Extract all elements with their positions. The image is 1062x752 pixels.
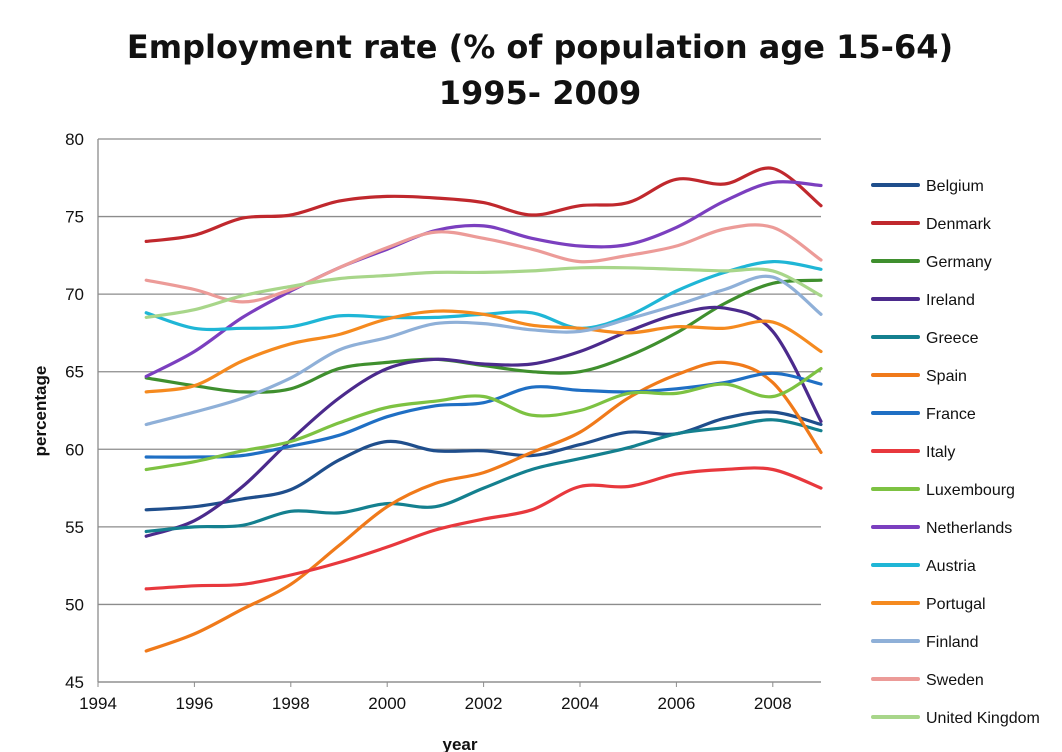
legend-label-portugal: Portugal (926, 596, 986, 613)
chart-title-line-1: Employment rate (% of population age 15-… (127, 28, 953, 66)
series-line-finland (144, 274, 823, 427)
x-tick-label: 2002 (465, 694, 503, 713)
y-tick-label: 55 (65, 518, 84, 537)
y-tick-label: 70 (65, 285, 84, 304)
legend-label-finland: Finland (926, 634, 978, 651)
legend-label-netherlands: Netherlands (926, 520, 1012, 537)
x-tick-label: 1994 (79, 694, 117, 713)
legend-label-denmark: Denmark (926, 216, 992, 233)
y-tick-label: 75 (65, 208, 84, 227)
y-tick-label: 50 (65, 595, 84, 614)
x-axis-title: year (443, 735, 478, 752)
series-line-sweden (144, 223, 823, 304)
series-line-luxembourg (144, 367, 823, 472)
series-line-italy (144, 466, 823, 591)
legend-label-luxembourg: Luxembourg (926, 482, 1015, 499)
x-tick-label: 2004 (561, 694, 599, 713)
y-axis-ticks: 45 50 55 60 65 70 75 80 (65, 130, 84, 692)
y-tick-label: 45 (65, 673, 84, 692)
series-line-spain (144, 360, 823, 653)
series-line-netherlands (144, 180, 823, 378)
x-tick-label: 1998 (272, 694, 310, 713)
x-tick-label: 2008 (754, 694, 792, 713)
y-tick-label: 80 (65, 130, 84, 149)
legend-label-germany: Germany (926, 254, 992, 271)
y-tick-label: 60 (65, 440, 84, 459)
series-line-belgium (144, 410, 823, 512)
plot-frame (97, 139, 821, 683)
legend: Belgium Denmark Germany Ireland Greece Spain F… (871, 178, 1040, 727)
x-tick-label: 1996 (175, 694, 213, 713)
y-tick-label: 65 (65, 363, 84, 382)
chart-title-line-2: 1995- 2009 (439, 74, 642, 112)
series-line-portugal (144, 309, 823, 394)
series-line-ireland (144, 305, 823, 538)
x-axis-ticks: 1994 1996 1998 2000 2002 2004 2006 2008 (79, 682, 792, 713)
legend-label-sweden: Sweden (926, 672, 984, 689)
legend-label-belgium: Belgium (926, 178, 984, 195)
series-line-united-kingdom (144, 265, 823, 319)
legend-label-united-kingdom: United Kingdom (926, 710, 1040, 727)
x-tick-label: 2006 (657, 694, 695, 713)
x-tick-label: 2000 (368, 694, 406, 713)
series-line-germany (144, 278, 823, 394)
legend-label-france: France (926, 406, 976, 423)
legend-label-ireland: Ireland (926, 292, 975, 309)
legend-label-greece: Greece (926, 330, 979, 347)
legend-label-austria: Austria (926, 558, 976, 575)
series-lines (144, 166, 823, 653)
legend-label-spain: Spain (926, 368, 967, 385)
series-line-denmark (144, 166, 823, 243)
legend-label-italy: Italy (926, 444, 955, 461)
chart-title: Employment rate (% of population age 15-… (127, 28, 953, 112)
y-axis-title: percentage (31, 366, 50, 457)
series-line-greece (144, 418, 823, 534)
